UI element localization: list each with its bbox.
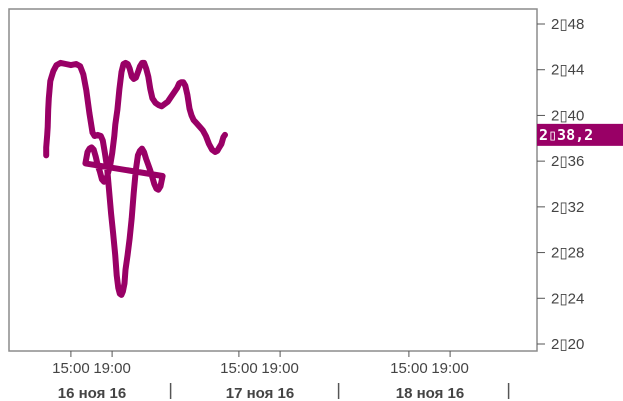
x-tick-label: 19:00 xyxy=(261,360,299,377)
last-value-text: 2▯38,2 xyxy=(539,126,593,144)
series-line xyxy=(43,59,228,298)
x-tick-label: 15:00 xyxy=(390,360,428,377)
x-tick-label: 15:00 xyxy=(52,360,90,377)
series-layer xyxy=(43,59,228,298)
y-tick-label: 2▯20 xyxy=(551,336,584,353)
last-value-badge xyxy=(537,123,623,146)
x-tick-label: 15:00 xyxy=(220,360,258,377)
y-tick-label: 2▯36 xyxy=(551,153,584,170)
y-tick-label: 2▯28 xyxy=(551,245,584,262)
x-tick-label: 19:00 xyxy=(93,360,131,377)
x-day-label: 16 ноя 16 xyxy=(58,385,126,401)
y-tick-label: 2▯48 xyxy=(551,16,584,33)
y-axis: 2▯48 2▯44 2▯40 2▯36 2▯32 2▯28 2▯24 2▯20 xyxy=(537,16,584,353)
y-tick-label: 2▯24 xyxy=(551,290,584,307)
y-tick-label: 2▯32 xyxy=(551,199,584,216)
y-tick-label: 2▯40 xyxy=(551,107,584,124)
y-tick-label: 2▯44 xyxy=(551,62,584,79)
x-day-label: 17 ноя 16 xyxy=(226,385,294,401)
plot-border xyxy=(8,8,538,352)
x-day-label: 18 ноя 16 xyxy=(396,385,464,401)
x-tick-label: 19:00 xyxy=(431,360,469,377)
last-value-layer: 2▯38,2 xyxy=(537,123,623,146)
plot-frame xyxy=(8,8,538,352)
